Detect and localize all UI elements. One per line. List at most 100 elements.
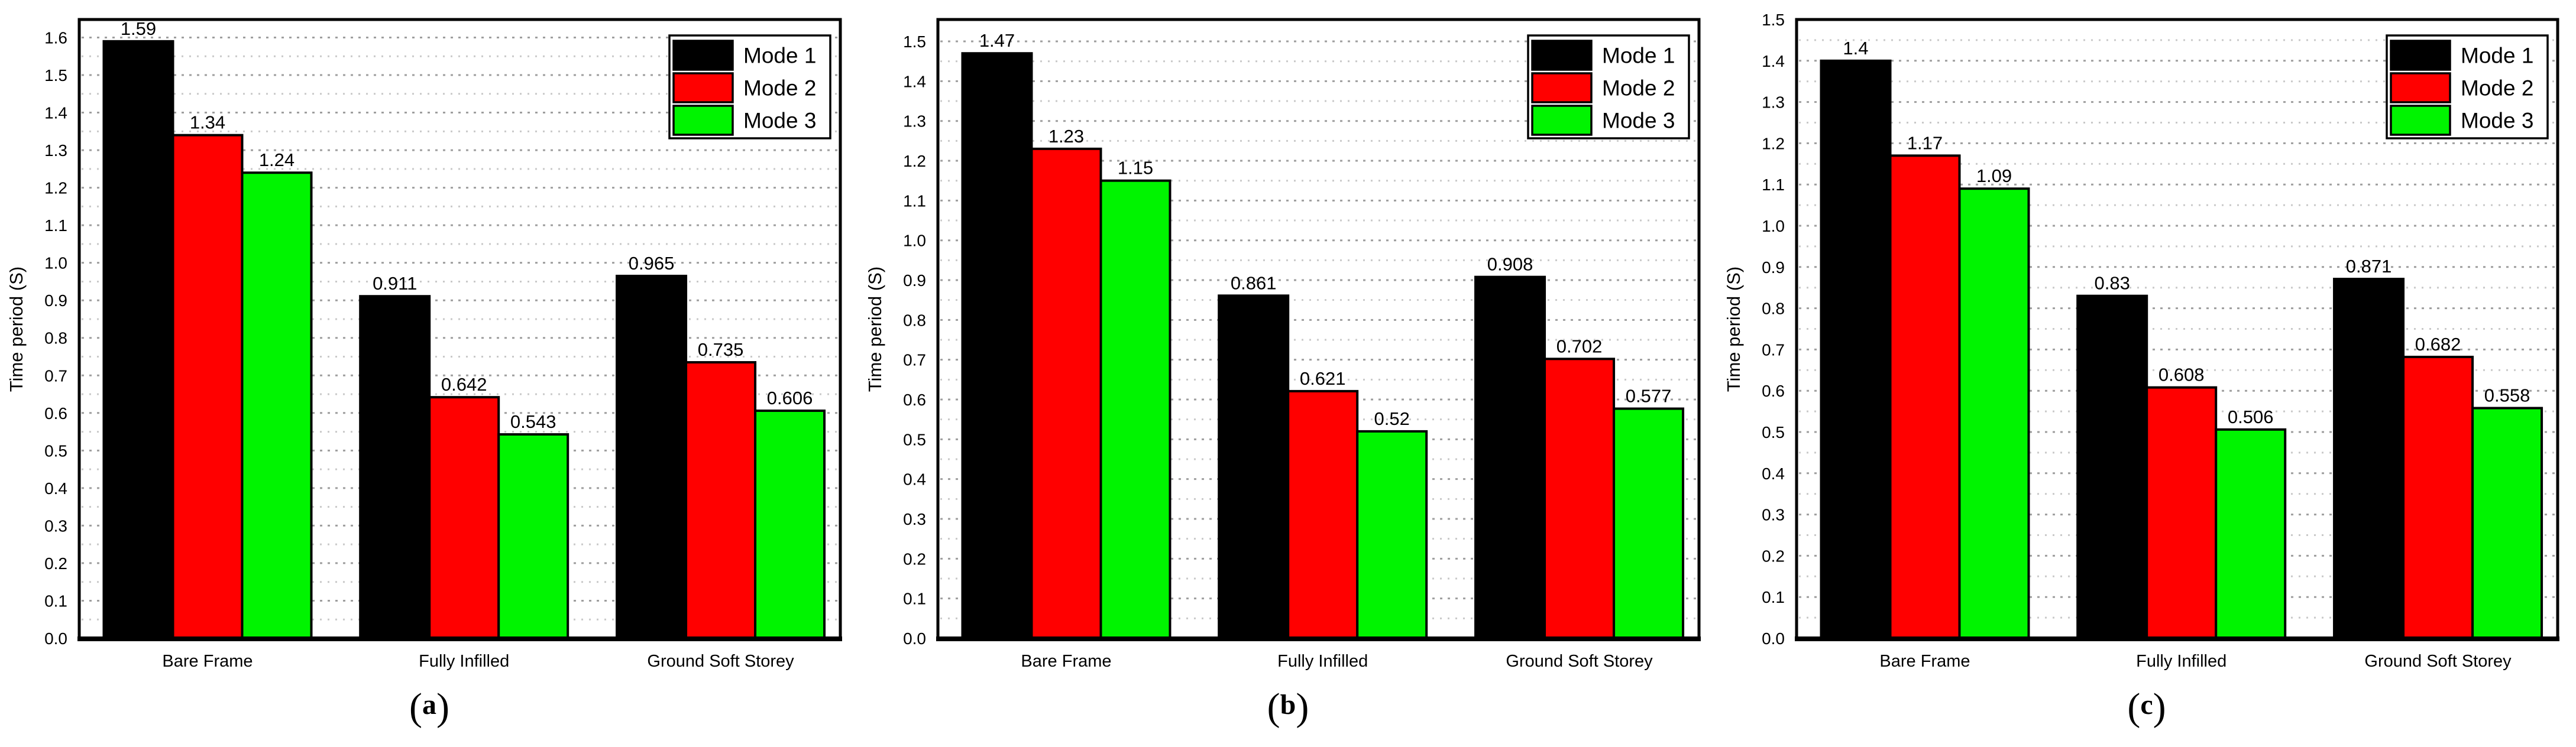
bar-value-label: 0.558 xyxy=(2484,385,2530,406)
bar-value-label: 0.911 xyxy=(373,273,417,294)
legend-swatch-mode3 xyxy=(672,105,734,136)
bar-mode2-ground-soft-storey xyxy=(2402,355,2474,639)
x-tick-label: Ground Soft Storey xyxy=(2364,652,2512,671)
bar-mode1-fully-infilled xyxy=(1218,294,1290,639)
bar-mode3-ground-soft-storey xyxy=(754,409,826,639)
y-tick-label: 0.6 xyxy=(44,404,67,423)
bar-value-label: 0.606 xyxy=(767,388,813,408)
y-tick-label: 1.4 xyxy=(44,104,67,122)
y-tick-label: 0.8 xyxy=(44,329,67,347)
bar-value-label: 1.59 xyxy=(121,18,156,39)
y-tick-label: 1.3 xyxy=(44,141,67,160)
y-tick-label: 0.2 xyxy=(903,550,926,568)
bar-value-label: 1.09 xyxy=(1976,165,2012,186)
y-tick-label: 0.9 xyxy=(903,271,926,290)
y-tick-label: 0.0 xyxy=(1762,629,1785,648)
bar-mode3-fully-infilled xyxy=(1356,430,1428,639)
bar-chart-panel-c: 1.4 1.17 1.09 Bare Frame 0.83 0.608 0.506 Fully… xyxy=(1723,11,2559,729)
y-tick-label: 1.1 xyxy=(44,216,67,235)
bar-mode2-fully-infilled xyxy=(1287,389,1359,639)
bar-value-label: 0.83 xyxy=(2095,273,2130,294)
y-tick-label: 0.4 xyxy=(903,470,926,489)
panel-caption: (c) xyxy=(2127,686,2166,729)
y-tick-label: 0.3 xyxy=(44,517,67,535)
panel-c: 1.4 1.17 1.09 Bare Frame 0.83 0.608 0.506 Fully… xyxy=(1717,0,2576,747)
bar-value-label: 0.861 xyxy=(1231,272,1277,293)
bar-mode3-bare-frame xyxy=(241,171,313,639)
bar-mode2-fully-infilled xyxy=(2145,386,2218,640)
legend-swatch-mode3 xyxy=(2390,105,2451,136)
bar-value-label: 0.52 xyxy=(1374,408,1410,429)
y-tick-label: 1.6 xyxy=(44,28,67,47)
legend-swatch-mode1 xyxy=(1531,40,1593,71)
y-tick-label: 0.0 xyxy=(903,629,926,648)
y-tick-label: 0.2 xyxy=(44,554,67,573)
y-tick-label: 1.4 xyxy=(903,72,926,90)
panel-a: 1.59 1.34 1.24 Bare Frame 0.911 0.642 0.543 Ful… xyxy=(0,0,859,747)
x-tick-label: Bare Frame xyxy=(1879,652,1970,671)
bar-mode3-ground-soft-storey xyxy=(2471,407,2543,639)
bar-value-label: 1.34 xyxy=(190,112,225,133)
y-tick-label: 0.1 xyxy=(1762,588,1785,606)
legend-label: Mode 1 xyxy=(2461,44,2533,68)
bar-value-label: 1.17 xyxy=(1907,132,1943,153)
legend-swatch-mode2 xyxy=(1531,72,1593,103)
bar-value-label: 0.543 xyxy=(510,411,556,432)
y-tick-label: 0.8 xyxy=(1762,300,1785,318)
bar-value-label: 0.908 xyxy=(1487,254,1533,275)
legend-swatch-mode3 xyxy=(1531,105,1593,136)
y-tick-label: 0.2 xyxy=(1762,547,1785,565)
y-tick-label: 1.1 xyxy=(903,191,926,210)
bar-mode3-fully-infilled xyxy=(497,433,569,640)
panel-caption: (b) xyxy=(1267,686,1309,729)
y-tick-label: 1.3 xyxy=(1762,93,1785,112)
bar-mode1-ground-soft-storey xyxy=(2333,278,2405,639)
bar-value-label: 0.682 xyxy=(2415,334,2461,355)
bar-value-label: 0.735 xyxy=(698,339,744,360)
y-tick-label: 0.4 xyxy=(1762,465,1785,483)
legend-label: Mode 2 xyxy=(743,76,816,100)
bar-mode1-bare-frame xyxy=(961,52,1033,640)
y-tick-label: 0.5 xyxy=(903,430,926,449)
y-axis-title: Time period (S) xyxy=(865,267,885,392)
legend-label: Mode 2 xyxy=(2461,76,2533,100)
y-tick-label: 1.2 xyxy=(1762,134,1785,152)
y-tick-label: 0.3 xyxy=(903,510,926,528)
y-tick-label: 0.5 xyxy=(44,441,67,460)
y-tick-label: 1.0 xyxy=(903,232,926,250)
bar-value-label: 0.577 xyxy=(1626,385,1672,406)
y-axis-title: Time period (S) xyxy=(6,267,27,392)
y-tick-label: 0.3 xyxy=(1762,506,1785,524)
bar-value-label: 1.23 xyxy=(1048,126,1084,147)
y-tick-label: 0.9 xyxy=(1762,258,1785,277)
legend-swatch-mode2 xyxy=(672,72,734,103)
bar-value-label: 0.871 xyxy=(2346,256,2392,277)
legend-swatch-mode1 xyxy=(672,40,734,71)
bar-chart-panel-a: 1.59 1.34 1.24 Bare Frame 0.911 0.642 0.543 Ful… xyxy=(6,18,842,729)
y-tick-label: 0.6 xyxy=(1762,382,1785,400)
bar-value-label: 0.965 xyxy=(629,253,675,274)
bar-mode3-bare-frame xyxy=(1958,187,2030,639)
y-tick-label: 1.5 xyxy=(903,33,926,51)
legend-swatch-mode2 xyxy=(2390,72,2451,103)
legend-label: Mode 3 xyxy=(743,109,816,133)
x-tick-label: Fully Infilled xyxy=(2136,652,2227,671)
y-tick-label: 0.0 xyxy=(44,629,67,648)
bar-value-label: 1.4 xyxy=(1843,38,1868,59)
bar-mode1-ground-soft-storey xyxy=(616,274,688,639)
bar-mode2-fully-infilled xyxy=(428,396,500,639)
y-tick-label: 0.1 xyxy=(903,590,926,608)
bar-value-label: 0.621 xyxy=(1300,368,1346,389)
y-tick-label: 1.5 xyxy=(1762,11,1785,29)
y-tick-label: 1.3 xyxy=(903,112,926,131)
bar-mode2-bare-frame xyxy=(1889,154,1961,639)
bar-mode3-fully-infilled xyxy=(2215,428,2287,639)
y-tick-label: 0.7 xyxy=(903,351,926,369)
panel-b: 1.47 1.23 1.15 Bare Frame 0.861 0.621 0.52 Full… xyxy=(859,0,1717,747)
y-tick-label: 1.4 xyxy=(1762,52,1785,70)
bar-value-label: 0.506 xyxy=(2228,407,2274,427)
x-tick-label: Ground Soft Storey xyxy=(647,652,794,671)
y-tick-label: 0.1 xyxy=(44,592,67,610)
x-tick-label: Bare Frame xyxy=(162,652,253,671)
